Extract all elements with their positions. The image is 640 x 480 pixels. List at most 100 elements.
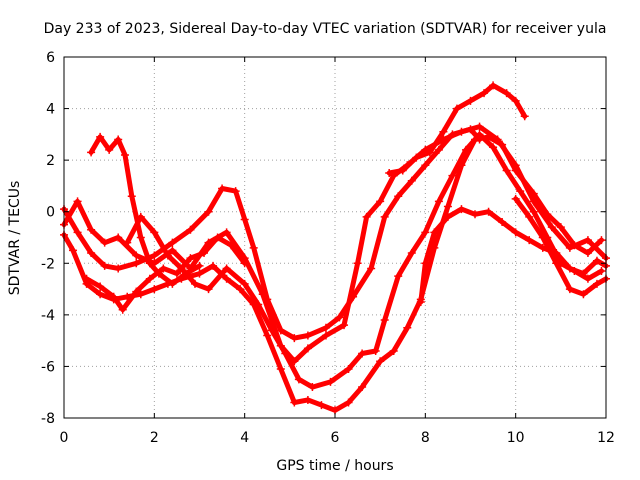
data-point-marker <box>82 274 91 283</box>
data-point-marker <box>434 197 443 206</box>
data-point-marker <box>335 313 344 322</box>
data-point-marker <box>579 290 588 299</box>
data-point-marker <box>73 228 82 237</box>
data-point-marker <box>407 248 416 257</box>
data-point-marker <box>448 130 457 139</box>
data-point-marker <box>87 225 96 234</box>
y-tick-label: 0 <box>46 205 55 221</box>
data-point-marker <box>340 321 349 330</box>
data-point-marker <box>294 375 303 384</box>
data-point-marker <box>172 269 181 278</box>
data-point-marker <box>145 274 154 283</box>
data-point-marker <box>349 292 358 301</box>
data-point-marker <box>204 285 213 294</box>
data-point-marker <box>407 176 416 185</box>
data-point-marker <box>579 269 588 278</box>
data-point-marker <box>592 279 601 288</box>
data-point-marker <box>583 248 592 257</box>
data-point-marker <box>195 269 204 278</box>
data-point-marker <box>367 264 376 273</box>
data-point-marker <box>529 207 538 216</box>
data-point-marker <box>389 346 398 355</box>
data-point-marker <box>448 171 457 180</box>
data-point-marker <box>263 295 272 304</box>
data-point-marker <box>380 316 389 325</box>
data-point-marker <box>195 261 204 270</box>
data-point-marker <box>489 143 498 152</box>
data-point-marker <box>516 187 525 196</box>
data-point-marker <box>331 406 339 415</box>
data-point-marker <box>236 285 245 294</box>
data-point-marker <box>150 285 159 294</box>
data-point-marker <box>96 132 105 141</box>
data-point-marker <box>222 228 231 237</box>
data-point-marker <box>430 228 439 237</box>
data-point-marker <box>498 140 507 149</box>
data-point-marker <box>511 228 520 237</box>
y-tick-label: 6 <box>46 50 55 66</box>
x-tick-label: 12 <box>597 430 615 446</box>
data-point-marker <box>222 264 231 273</box>
data-point-marker <box>421 228 430 237</box>
data-point-marker <box>136 290 145 299</box>
satellite-track-2-line <box>61 126 482 341</box>
data-point-marker <box>222 274 231 283</box>
data-point-marker <box>425 148 434 157</box>
x-axis-label: GPS time / hours <box>276 458 393 474</box>
data-point-marker <box>452 104 461 113</box>
chart-title: Day 233 of 2023, Sidereal Day-to-day VTE… <box>44 21 607 37</box>
data-point-marker <box>511 166 520 175</box>
data-point-marker <box>87 248 96 257</box>
data-point-marker <box>69 246 78 255</box>
satellite-track-4-line <box>88 134 202 287</box>
y-axis-label: SDTVAR / TECUs <box>7 181 23 296</box>
data-point-marker <box>240 259 249 268</box>
data-point-marker <box>421 259 430 268</box>
data-point-marker <box>168 238 177 247</box>
data-point-marker <box>263 331 272 340</box>
data-point-marker <box>597 267 606 276</box>
data-point-marker <box>543 210 552 219</box>
satellite-track-3 <box>60 132 606 415</box>
data-point-marker <box>538 233 547 242</box>
data-point-marker <box>308 383 317 392</box>
series-layer <box>60 81 610 415</box>
data-point-marker <box>281 349 290 358</box>
data-point-marker <box>136 212 145 221</box>
data-point-marker <box>376 357 385 366</box>
data-point-marker <box>466 96 475 105</box>
data-point-marker <box>87 148 96 157</box>
data-point-marker <box>303 344 312 353</box>
y-tick-label: 2 <box>46 153 55 169</box>
data-point-marker <box>380 212 389 221</box>
x-tick-label: 10 <box>507 430 525 446</box>
data-point-marker <box>511 194 520 203</box>
y-tick-label: -4 <box>41 308 55 324</box>
data-point-marker <box>227 241 236 250</box>
data-point-marker <box>398 166 407 175</box>
data-point-marker <box>114 264 123 273</box>
data-point-marker <box>96 282 105 291</box>
data-point-marker <box>186 225 195 234</box>
data-point-marker <box>240 215 249 224</box>
data-point-marker <box>254 300 263 309</box>
x-tick-label: 0 <box>60 430 69 446</box>
data-point-marker <box>168 246 177 255</box>
satellite-track-9-line <box>513 196 609 297</box>
data-point-marker <box>434 145 443 154</box>
satellite-track-6 <box>123 130 606 392</box>
data-point-marker <box>457 205 466 214</box>
data-point-marker <box>267 326 276 335</box>
data-point-marker <box>132 287 141 296</box>
data-point-marker <box>209 261 218 270</box>
data-point-marker <box>394 192 403 201</box>
satellite-track-7-line <box>386 82 528 176</box>
satellite-track-7 <box>385 81 529 178</box>
data-point-marker <box>303 395 312 404</box>
data-point-marker <box>127 192 136 201</box>
data-point-marker <box>303 331 312 340</box>
data-point-marker <box>556 223 565 232</box>
data-point-marker <box>290 398 299 407</box>
data-point-marker <box>439 127 448 136</box>
